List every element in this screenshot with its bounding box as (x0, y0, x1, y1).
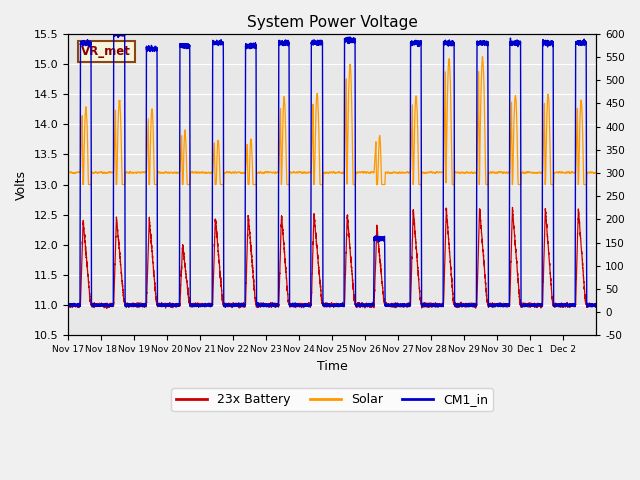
Legend: 23x Battery, Solar, CM1_in: 23x Battery, Solar, CM1_in (172, 388, 493, 411)
Title: System Power Voltage: System Power Voltage (246, 15, 417, 30)
X-axis label: Time: Time (317, 360, 348, 372)
Y-axis label: Volts: Volts (15, 169, 28, 200)
Text: VR_met: VR_met (81, 45, 131, 58)
